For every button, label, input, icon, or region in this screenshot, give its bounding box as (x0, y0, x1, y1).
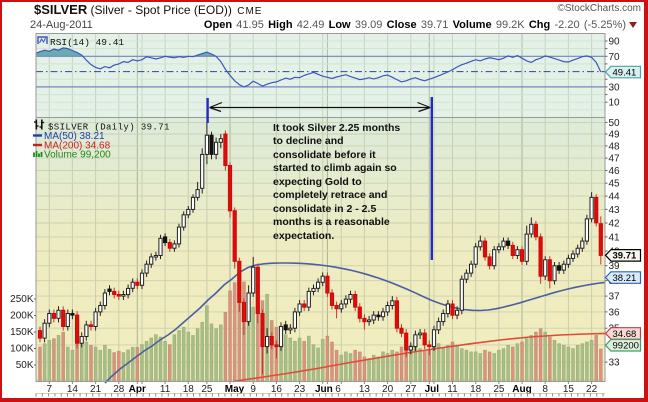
svg-text:36: 36 (609, 307, 621, 318)
svg-text:22: 22 (586, 384, 598, 395)
svg-text:50K: 50K (16, 360, 34, 371)
svg-text:48: 48 (609, 141, 621, 152)
svg-text:28: 28 (113, 384, 125, 395)
svg-text:13: 13 (359, 384, 371, 395)
svg-text:33: 33 (609, 358, 621, 369)
svg-text:99200: 99200 (613, 341, 639, 352)
svg-text:37: 37 (609, 292, 621, 303)
svg-text:43: 43 (609, 205, 621, 216)
svg-text:MA(50) 38.21: MA(50) 38.21 (44, 131, 105, 142)
svg-text:16: 16 (271, 384, 283, 395)
svg-text:41: 41 (609, 232, 621, 243)
svg-text:42: 42 (609, 219, 621, 230)
svg-text:$SILVER (Daily) 39.71: $SILVER (Daily) 39.71 (48, 123, 170, 133)
svg-text:44: 44 (609, 192, 621, 203)
svg-text:May: May (225, 384, 245, 395)
svg-text:21: 21 (90, 384, 102, 395)
svg-text:RSI(14) 49.41: RSI(14) 49.41 (50, 37, 124, 48)
svg-text:39: 39 (609, 261, 621, 272)
svg-text:18: 18 (183, 384, 195, 395)
svg-text:34.68: 34.68 (613, 329, 637, 340)
svg-text:49.41: 49.41 (613, 67, 637, 78)
svg-text:10: 10 (609, 98, 621, 109)
svg-text:8: 8 (542, 384, 548, 395)
svg-text:Aug: Aug (512, 384, 531, 395)
svg-text:150K: 150K (10, 327, 34, 338)
svg-text:200K: 200K (10, 311, 34, 322)
svg-text:47: 47 (609, 154, 621, 165)
svg-text:20: 20 (382, 384, 394, 395)
svg-text:46: 46 (609, 166, 621, 177)
svg-text:70: 70 (609, 52, 621, 63)
svg-text:Jun: Jun (315, 384, 333, 395)
svg-text:23: 23 (294, 384, 306, 395)
svg-text:18: 18 (470, 384, 482, 395)
svg-text:Apr: Apr (129, 384, 146, 395)
svg-text:50: 50 (609, 118, 621, 129)
svg-text:Volume 99,200: Volume 99,200 (44, 150, 111, 161)
svg-text:25: 25 (493, 384, 505, 395)
svg-text:15: 15 (563, 384, 575, 395)
svg-text:45: 45 (609, 179, 621, 190)
svg-text:25: 25 (201, 384, 213, 395)
svg-text:90: 90 (609, 37, 621, 48)
svg-text:100K: 100K (10, 344, 34, 355)
svg-text:38.21: 38.21 (613, 273, 637, 284)
svg-text:49: 49 (609, 130, 621, 141)
svg-text:27: 27 (405, 384, 417, 395)
svg-text:6: 6 (335, 384, 341, 395)
svg-text:MA(200) 34.68: MA(200) 34.68 (44, 141, 111, 152)
svg-text:39.71: 39.71 (613, 251, 637, 262)
svg-text:Jul: Jul (425, 384, 440, 395)
svg-text:7: 7 (47, 384, 53, 395)
svg-text:9: 9 (250, 384, 256, 395)
svg-text:11: 11 (447, 384, 458, 395)
svg-text:11: 11 (160, 384, 171, 395)
svg-text:30: 30 (609, 82, 621, 93)
svg-text:250K: 250K (10, 294, 34, 305)
svg-text:14: 14 (67, 384, 79, 395)
